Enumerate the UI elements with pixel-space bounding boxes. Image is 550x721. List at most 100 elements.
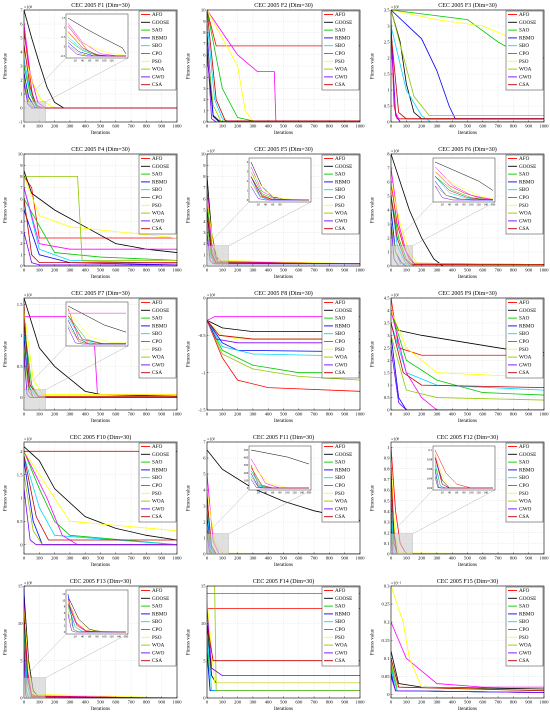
- legend-entry-pso: PSO: [519, 59, 529, 65]
- x-tick-label: 200: [51, 412, 59, 417]
- x-tick-label: 900: [158, 556, 166, 561]
- x-tick-label: 600: [112, 268, 120, 273]
- x-tick-label: 800: [143, 556, 151, 561]
- y-tick-label: 0: [203, 696, 206, 701]
- y-tick-label: 1: [387, 250, 390, 255]
- legend-entry-csa: CSA: [152, 226, 162, 232]
- zoom-region: [390, 245, 413, 267]
- x-axis-label: Iterations: [274, 563, 293, 568]
- x-tick-label: 700: [128, 700, 136, 705]
- inset-series-gwo: [67, 46, 126, 57]
- inset-y-tick-label: 0.08: [427, 458, 433, 462]
- x-tick-label: 100: [36, 124, 44, 129]
- series-line-pso: [24, 451, 177, 532]
- inset-y-tick-label: 0.06: [427, 467, 433, 471]
- legend-entry-afo: AFO: [519, 156, 530, 162]
- x-tick-label: 300: [66, 124, 74, 129]
- inset-y-tick-label: 4: [247, 160, 249, 164]
- inset-y-tick-label: 0.04: [427, 477, 433, 481]
- legend-entry-csa: CSA: [335, 658, 345, 664]
- inset-y-tick-label: 2: [247, 179, 249, 183]
- x-tick-label: 500: [464, 412, 472, 417]
- legend-entry-sao: SAO: [152, 460, 163, 466]
- x-tick-label: 300: [66, 556, 74, 561]
- x-axis-label: Iterations: [458, 131, 477, 136]
- chart-title: CEC 2005 F10 (Dim=30): [70, 434, 132, 441]
- x-tick-label: 700: [495, 268, 503, 273]
- x-tick-label: 900: [158, 268, 166, 273]
- x-tick-label: 500: [280, 556, 288, 561]
- legend-entry-sao: SAO: [519, 460, 530, 466]
- x-tick-label: 100: [219, 268, 227, 273]
- legend-entry-csa: CSA: [152, 82, 162, 88]
- y-tick-label: 1: [20, 496, 23, 501]
- x-tick-label: 300: [433, 268, 441, 273]
- y-tick-label: 0.05: [381, 674, 390, 679]
- inset-series-gwo: [67, 614, 126, 633]
- x-tick-label: 600: [479, 268, 487, 273]
- legend-entry-sbo: SBO: [152, 475, 162, 481]
- y-tick-label: 1: [20, 333, 23, 338]
- legend-entry-goose: GOOSE: [519, 308, 536, 314]
- x-tick-label: 500: [280, 412, 288, 417]
- y-tick-label: 0.8: [384, 466, 390, 471]
- x-axis-label: Iterations: [458, 419, 477, 424]
- legend-entry-goose: GOOSE: [335, 452, 352, 458]
- x-tick-label: 300: [433, 124, 441, 129]
- axis-exponent-label: ×10²: [207, 437, 216, 442]
- y-axis-label: Fitness value: [187, 340, 192, 367]
- x-axis-label: Iterations: [91, 707, 110, 712]
- series-line-rbmo: [24, 209, 177, 266]
- series-line-sbo: [207, 320, 360, 357]
- x-tick-label: 300: [66, 412, 74, 417]
- inset-x-tick-label: 80: [463, 203, 467, 207]
- inset-y-tick-label: 1.5: [61, 16, 65, 20]
- series-line-gwo: [391, 25, 544, 122]
- legend-entry-rbmo: RBMO: [519, 35, 535, 41]
- x-tick-label: 600: [112, 124, 120, 129]
- x-tick-label: 700: [311, 268, 319, 273]
- x-tick-label: 100: [403, 700, 411, 705]
- y-tick-label: 0.5: [17, 519, 23, 524]
- inset-y-tick-label: 3: [247, 170, 249, 174]
- x-tick-label: 600: [295, 268, 303, 273]
- legend-entry-rbmo: RBMO: [152, 323, 168, 329]
- x-tick-label: 800: [510, 268, 518, 273]
- legend-entry-cpo: CPO: [335, 51, 345, 57]
- x-tick-label: 500: [280, 268, 288, 273]
- x-tick-label: 700: [311, 412, 319, 417]
- x-tick-label: 700: [495, 700, 503, 705]
- inset-x-tick-label: 20: [74, 635, 78, 639]
- y-tick-label: 5: [203, 64, 206, 69]
- legend-entry-pso: PSO: [519, 203, 529, 209]
- inset-plot: [65, 13, 129, 59]
- legend-entry-rbmo: RBMO: [152, 467, 168, 473]
- legend-entry-afo: AFO: [519, 444, 530, 450]
- inset-x-tick-label: 100: [102, 59, 107, 63]
- legend-entry-goose: GOOSE: [519, 164, 536, 170]
- x-tick-label: 300: [249, 124, 257, 129]
- legend-entry-afo: AFO: [335, 156, 346, 162]
- legend-entry-pso: PSO: [152, 635, 162, 641]
- x-tick-label: 300: [66, 700, 74, 705]
- y-tick-label: 1: [203, 108, 206, 113]
- legend-entry-sbo: SBO: [519, 619, 529, 625]
- inset-y-tick-label: 12: [62, 592, 66, 596]
- legend-entry-woa: WOA: [519, 67, 532, 73]
- legend-entry-csa: CSA: [152, 514, 162, 520]
- x-tick-label: 600: [295, 556, 303, 561]
- inset-x-tick-label: 100: [102, 635, 107, 639]
- inset-x-tick-label: 120: [109, 635, 114, 639]
- axis-exponent-label: ×10⁴: [207, 293, 216, 298]
- legend-entry-gwo: GWO: [152, 362, 165, 368]
- axis-exponent-label: ×10⁴: [24, 5, 33, 10]
- x-tick-label: 200: [418, 412, 426, 417]
- chart-title: CEC 2005 F5 (Dim=30): [254, 146, 313, 153]
- y-tick-label: 0.1: [384, 541, 390, 546]
- chart-panel-15: CEC 2005 F15 (Dim=30) ×10⁻² 0 100 200 300 400 5…: [367, 576, 550, 720]
- y-tick-label: 0: [20, 395, 23, 400]
- legend-entry-gwo: GWO: [335, 218, 348, 224]
- chart-svg: CEC 2005 F7 (Dim=30) ×10² 0 100 200 300 400 500…: [4, 290, 183, 424]
- inset-x-tick-label: 140: [484, 491, 489, 495]
